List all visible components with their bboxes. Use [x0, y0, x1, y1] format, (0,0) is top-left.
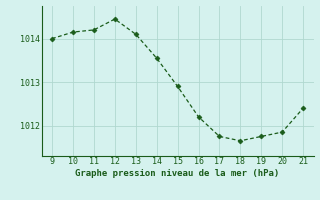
X-axis label: Graphe pression niveau de la mer (hPa): Graphe pression niveau de la mer (hPa)	[76, 169, 280, 178]
